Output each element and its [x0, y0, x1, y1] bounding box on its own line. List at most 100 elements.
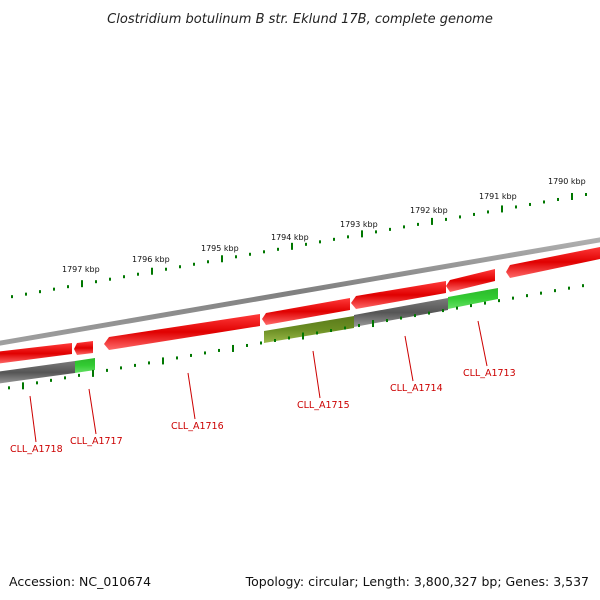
lower-minor-tick: [8, 386, 10, 390]
lower-minor-tick: [512, 296, 514, 300]
lower-minor-tick: [64, 376, 66, 380]
ruler-minor-tick: [305, 242, 307, 246]
ruler-label: 1791 kbp: [479, 192, 517, 201]
lower-minor-tick: [540, 291, 542, 295]
genome-summary-text: Topology: circular; Length: 3,800,327 bp…: [245, 574, 589, 589]
lower-major-tick: [92, 369, 94, 377]
ruler-minor-tick: [529, 202, 531, 206]
ruler-minor-tick: [11, 295, 13, 299]
ruler-minor-tick: [235, 255, 237, 259]
ruler-minor-tick: [53, 287, 55, 291]
ruler-minor-tick: [403, 225, 405, 229]
lower-major-tick: [372, 320, 374, 328]
ruler-label: 1793 kbp: [340, 220, 378, 229]
lower-minor-tick: [246, 343, 248, 347]
gene-label[interactable]: CLL_A1718: [10, 444, 63, 455]
lower-minor-tick: [428, 311, 430, 315]
lower-minor-tick: [134, 363, 136, 367]
ruler-minor-tick: [277, 247, 279, 251]
ruler-major-tick: [291, 242, 293, 250]
gene-label[interactable]: CLL_A1713: [463, 368, 516, 379]
lower-minor-tick: [106, 368, 108, 372]
ruler-major-tick: [361, 230, 363, 238]
ruler-minor-tick: [487, 210, 489, 214]
ruler-minor-tick: [347, 235, 349, 239]
forward-gene[interactable]: [506, 246, 600, 278]
ruler-label: 1794 kbp: [271, 233, 309, 242]
ruler-major-tick: [501, 205, 503, 213]
gene-leader-line: [312, 350, 321, 399]
ruler-minor-tick: [445, 217, 447, 221]
ruler-minor-tick: [543, 200, 545, 204]
ruler-minor-tick: [375, 230, 377, 234]
gene-leader-line: [477, 320, 488, 367]
forward-gene[interactable]: [74, 341, 93, 355]
ruler-minor-tick: [137, 272, 139, 276]
lower-minor-tick: [484, 301, 486, 305]
lower-minor-tick: [554, 289, 556, 293]
gene-label[interactable]: CLL_A1714: [390, 383, 443, 394]
lower-major-tick: [162, 357, 164, 365]
lower-minor-tick: [344, 326, 346, 330]
forward-gene[interactable]: [351, 281, 446, 309]
lower-major-tick: [232, 344, 234, 352]
lower-minor-tick: [120, 366, 122, 370]
ruler-minor-tick: [67, 285, 69, 289]
lower-minor-tick: [456, 306, 458, 310]
lower-major-tick: [302, 332, 304, 340]
forward-gene[interactable]: [0, 343, 72, 364]
ruler-labels: 1797 kbp 1796 kbp 1795 kbp 1794 kbp 1793 kbp…: [62, 177, 586, 274]
reverse-gene[interactable]: [264, 316, 354, 343]
ruler-minor-tick: [179, 265, 181, 269]
lower-minor-tick: [190, 353, 192, 357]
lower-minor-tick: [50, 378, 52, 382]
gene-label[interactable]: CLL_A1716: [171, 421, 224, 432]
forward-gene[interactable]: [262, 298, 350, 325]
gene-leader-line: [29, 395, 37, 443]
lower-minor-tick: [274, 338, 276, 342]
ruler-minor-tick: [263, 250, 265, 254]
ruler-minor-tick: [515, 205, 517, 209]
forward-gene[interactable]: [104, 314, 260, 350]
forward-gene[interactable]: [446, 269, 495, 292]
reverse-gene[interactable]: [448, 288, 498, 309]
lower-minor-tick: [260, 341, 262, 345]
reverse-gene[interactable]: [0, 361, 75, 384]
map-title: Clostridium botulinum B str. Eklund 17B,…: [107, 12, 493, 27]
lower-minor-tick: [288, 336, 290, 340]
gene-leader-line: [404, 335, 414, 382]
ruler-minor-tick: [333, 237, 335, 241]
genome-backbone: [0, 237, 600, 346]
gene-label[interactable]: CLL_A1715: [297, 400, 350, 411]
reverse-gene[interactable]: [75, 358, 95, 373]
lower-minor-tick: [442, 309, 444, 313]
lower-minor-tick: [78, 373, 80, 377]
lower-minor-tick: [148, 361, 150, 365]
lower-minor-tick: [498, 299, 500, 303]
gene-label[interactable]: CLL_A1717: [70, 436, 123, 447]
lower-minor-tick: [568, 286, 570, 290]
lower-minor-tick: [582, 284, 584, 288]
ruler-major-tick: [151, 267, 153, 275]
ruler-label: 1797 kbp: [62, 265, 100, 274]
accession-text: Accession: NC_010674: [9, 574, 151, 589]
ruler-label: 1792 kbp: [410, 206, 448, 215]
lower-minor-tick: [176, 356, 178, 360]
gene-leader-line: [187, 372, 196, 420]
ruler-minor-tick: [207, 260, 209, 264]
ruler-ticks: [11, 192, 587, 299]
ruler-minor-tick: [557, 197, 559, 201]
lower-minor-tick: [358, 324, 360, 328]
ruler-minor-tick: [25, 292, 27, 296]
lower-minor-tick: [470, 304, 472, 308]
reverse-gene[interactable]: [354, 298, 448, 327]
lower-minor-tick: [316, 331, 318, 335]
ruler-label: 1790 kbp: [548, 177, 586, 186]
ruler-minor-tick: [165, 267, 167, 271]
lower-minor-tick: [218, 348, 220, 352]
ruler-label: 1795 kbp: [201, 244, 239, 253]
ruler-minor-tick: [39, 290, 41, 294]
ruler-major-tick: [431, 217, 433, 225]
lower-minor-tick: [36, 381, 38, 385]
